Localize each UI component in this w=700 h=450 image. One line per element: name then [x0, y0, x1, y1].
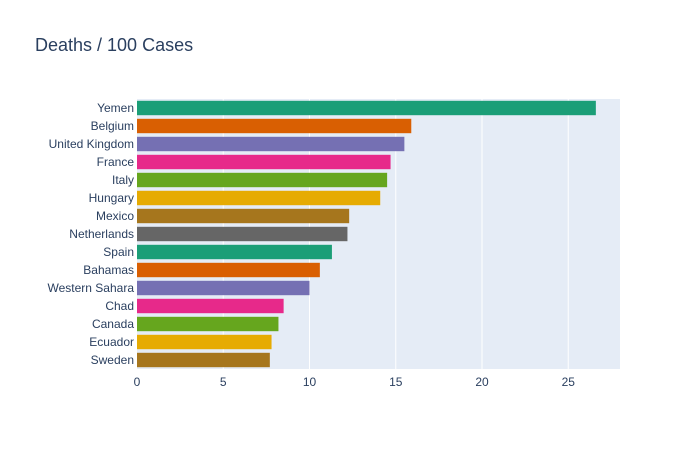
bar-united-kingdom — [137, 136, 405, 152]
bar-italy — [137, 172, 388, 188]
x-tick-label: 25 — [562, 375, 576, 389]
x-axis-labels: 0 5 10 15 20 25 — [134, 375, 576, 389]
bar-chad — [137, 298, 284, 314]
y-tick-label: Italy — [112, 173, 134, 187]
bar-spain — [137, 244, 332, 260]
bars — [137, 100, 596, 368]
y-tick-label: United Kingdom — [49, 137, 134, 151]
y-tick-label: Canada — [92, 317, 134, 331]
y-tick-label: Yemen — [97, 101, 134, 115]
bar-france — [137, 154, 391, 170]
bar-bahamas — [137, 262, 320, 278]
y-tick-label: Mexico — [96, 209, 134, 223]
bar-hungary — [137, 190, 381, 206]
y-tick-label: Western Sahara — [48, 281, 135, 295]
x-tick-label: 5 — [220, 375, 227, 389]
y-tick-label: Ecuador — [89, 335, 134, 349]
y-tick-label: Spain — [103, 245, 134, 259]
chart-title: Deaths / 100 Cases — [35, 35, 193, 55]
bar-mexico — [137, 208, 350, 224]
bar-western-sahara — [137, 280, 310, 296]
y-axis-labels: Yemen Belgium United Kingdom France Italy Hun… — [48, 101, 135, 367]
x-tick-label: 15 — [389, 375, 403, 389]
bar-sweden — [137, 352, 270, 368]
y-tick-label: Netherlands — [69, 227, 134, 241]
x-tick-label: 0 — [134, 375, 141, 389]
x-tick-label: 20 — [475, 375, 489, 389]
y-tick-label: Hungary — [89, 191, 134, 205]
x-tick-label: 10 — [303, 375, 317, 389]
bar-canada — [137, 316, 279, 332]
bar-ecuador — [137, 334, 272, 350]
y-tick-label: Bahamas — [83, 263, 134, 277]
bar-netherlands — [137, 226, 348, 242]
y-tick-label: France — [97, 155, 135, 169]
bar-belgium — [137, 118, 412, 134]
bar-yemen — [137, 100, 596, 116]
y-tick-label: Belgium — [91, 119, 134, 133]
y-tick-label: Sweden — [91, 353, 134, 367]
y-tick-label: Chad — [105, 299, 134, 313]
